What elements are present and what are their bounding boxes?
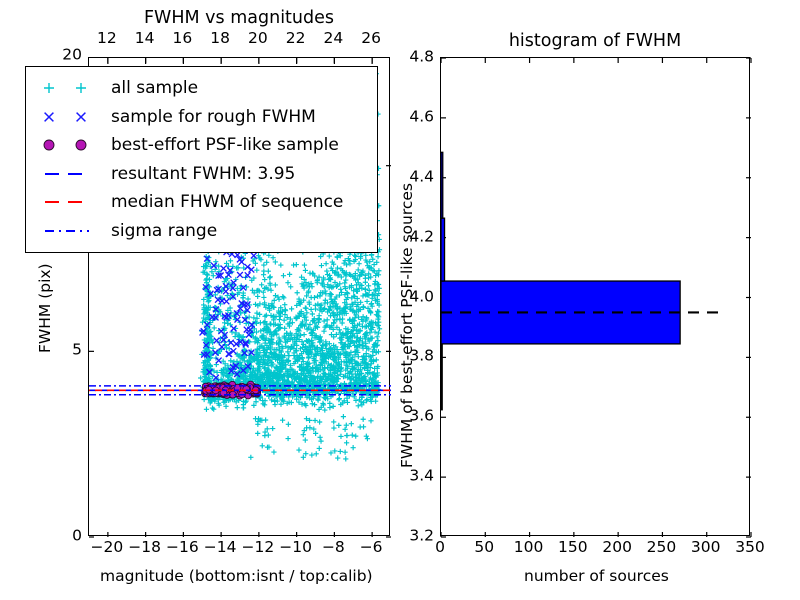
tick-label: 4.6 (409, 107, 434, 126)
tick-label: −10 (279, 538, 312, 556)
legend-label: sample for rough FWHM (111, 106, 316, 127)
legend-label: best-effort PSF-like sample (111, 135, 339, 156)
tick-label: 14 (134, 29, 155, 47)
legend-item[interactable]: resultant FWHM: 3.95 (33, 160, 368, 189)
tick-label: 4.8 (409, 47, 434, 66)
tick-label: 3.8 (409, 346, 434, 365)
legend-item[interactable]: median FHWM of sequence (33, 188, 368, 217)
legend-marker-icon (44, 111, 86, 122)
tick-label: −8 (321, 538, 345, 556)
tick-label: 4.4 (409, 167, 434, 185)
legend-marker-icon (45, 201, 89, 204)
tick-label: −18 (128, 538, 161, 556)
histogram-y-axis-label: FWHM of best-effort PSF-like sources (398, 182, 416, 468)
legend-swatch-resultant-fwhm (33, 161, 111, 187)
tick-label: 18 (210, 29, 230, 47)
legend-label: sigma range (111, 220, 218, 241)
legend-label: all sample (111, 78, 199, 99)
tick-label: 5 (72, 340, 82, 359)
legend-marker-icon (43, 139, 87, 151)
tick-label: 350 (735, 538, 765, 556)
tick-label: 20 (248, 29, 268, 47)
tick-label: 200 (602, 538, 632, 556)
tick-label: 12 (97, 29, 117, 47)
tick-label: 22 (285, 29, 306, 47)
legend-swatch-sigma-range (33, 218, 111, 244)
tick-label: −16 (166, 538, 199, 556)
scatter-plot-canvas (89, 58, 391, 538)
scatter-x-axis-label: magnitude (bottom:isnt / top:calib) (100, 567, 373, 585)
legend-item[interactable]: sigma range (33, 217, 368, 246)
legend-label: median FHWM of sequence (111, 192, 344, 213)
tick-label: 3.4 (409, 466, 434, 485)
legend-marker-icon (45, 229, 89, 232)
legend-swatch-rough-fwhm (33, 104, 111, 130)
legend-marker-icon (45, 172, 89, 175)
histogram-title: histogram of FWHM (508, 31, 682, 51)
tick-label: 0 (435, 538, 445, 556)
tick-label: 24 (323, 29, 344, 47)
tick-label: 150 (558, 538, 588, 556)
legend-swatch-psf-like (33, 132, 111, 158)
tick-label: 4.0 (409, 286, 434, 305)
tick-label: 50 (474, 538, 495, 556)
legend-swatch-all-sample (33, 75, 111, 101)
histogram-x-axis-label: number of sources (524, 567, 669, 585)
tick-label: 26 (361, 29, 381, 47)
legend: all sample sample for rough FWHM best-ef… (25, 66, 378, 253)
legend-item[interactable]: sample for rough FWHM (33, 103, 368, 132)
tick-label: 0 (72, 526, 82, 545)
legend-item[interactable]: best-effort PSF-like sample (33, 131, 368, 160)
tick-label: −20 (90, 538, 124, 556)
tick-label: 100 (513, 538, 544, 556)
legend-item[interactable]: all sample (33, 74, 368, 103)
tick-label: 300 (690, 538, 721, 556)
legend-marker-icon (44, 83, 86, 94)
tick-label: 20 (62, 45, 82, 64)
histogram-axes (440, 57, 752, 538)
tick-label: −14 (203, 538, 237, 556)
legend-swatch-median-fhwm (33, 189, 111, 215)
scatter-plot-title: FWHM vs magnitudes (143, 8, 335, 28)
tick-label: 3.2 (409, 526, 434, 545)
scatter-y-axis-label: FWHM (pix) (36, 263, 54, 353)
tick-label: −12 (241, 538, 275, 556)
legend-label: resultant FWHM: 3.95 (111, 163, 296, 184)
tick-label: 3.6 (409, 406, 434, 425)
tick-label: −6 (359, 538, 383, 556)
histogram-canvas (440, 57, 752, 538)
tick-label: 250 (646, 538, 677, 556)
tick-label: 16 (172, 29, 193, 47)
tick-label: 4.2 (409, 226, 434, 245)
